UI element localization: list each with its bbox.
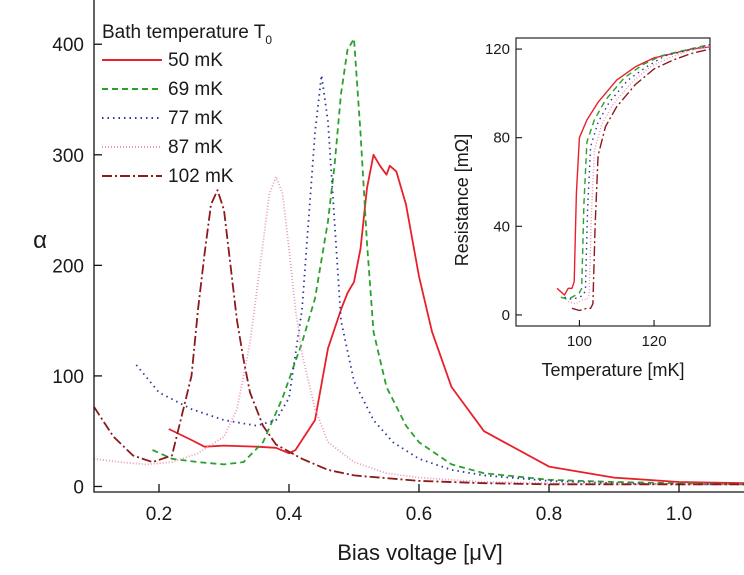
inset-y-tick-label: 0 [502,307,510,324]
main-x-axis-label: Bias voltage [μV] [337,540,503,565]
legend-item: 77 mK [102,108,223,129]
inset-x-tick-label: 120 [642,333,667,350]
main-x-ticks: 0.2 0.4 0.6 0.8 1.0 [146,484,692,525]
legend: Bath temperature T0 50 mK 69 mK 77 mK 87 mK… [102,22,272,187]
main-y-tick-label: 200 [52,256,84,277]
inset-frame [515,37,711,327]
inset-x-axis-label: Temperature [mK] [541,360,684,380]
main-x-tick-label: 0.6 [406,504,432,525]
legend-item: 87 mK [102,137,223,158]
inset-x-ticks: 100 120 [567,320,667,350]
inset-y-ticks: 0 40 80 120 [485,41,522,324]
inset-series-line-3 [564,43,710,301]
main-y-tick-label: 400 [52,35,84,56]
inset-x-tick-label: 100 [567,333,592,350]
main-y-axis-label: α [33,227,47,254]
main-series-line-2 [152,37,744,486]
legend-item: 102 mK [102,166,234,187]
inset-y-tick-label: 80 [493,130,510,147]
legend-label: 77 mK [168,108,223,129]
main-y-tick-label: 0 [73,477,84,498]
main-x-tick-label: 0.4 [276,504,303,525]
inset-chart: 100 120 0 40 80 120 Temperature [mK] Resista… [452,37,711,380]
legend-title: Bath temperature T0 [102,22,272,47]
legend-title-text: Bath temperature T [102,22,266,43]
main-x-tick-label: 0.2 [146,504,172,525]
inset-series-line-4 [568,46,710,305]
legend-label: 102 mK [168,166,234,187]
legend-item: 50 mK [102,50,223,71]
legend-item: 69 mK [102,79,223,100]
legend-label: 50 mK [168,50,223,71]
main-series-group [94,37,744,486]
inset-y-tick-label: 120 [485,41,510,58]
legend-items: 50 mK 69 mK 77 mK 87 mK 102 mK [102,50,234,187]
main-y-ticks: 0 100 200 300 400 [52,35,102,498]
main-series-line-1 [168,153,744,485]
inset-series-line-2 [560,43,710,301]
main-x-tick-label: 0.8 [536,504,562,525]
inset-y-axis-label: Resistance [mΩ] [452,134,472,267]
legend-label: 87 mK [168,137,223,158]
main-series-line-5 [94,189,744,486]
inset-y-tick-label: 40 [493,218,510,235]
main-y-tick-label: 300 [52,146,84,167]
legend-title-subscript: 0 [265,33,272,47]
main-x-tick-label: 1.0 [666,504,692,525]
legend-label: 69 mK [168,79,223,100]
inset-series-group [556,43,710,312]
main-plot-frame [93,0,744,493]
main-y-tick-label: 100 [52,367,84,388]
inset-series-line-5 [571,48,710,312]
